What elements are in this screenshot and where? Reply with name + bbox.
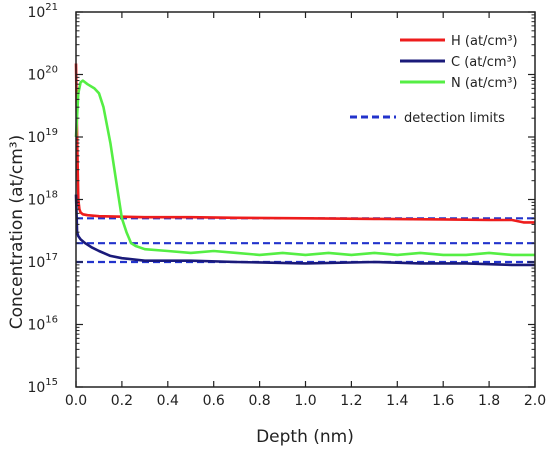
x-tick-label-7: 1.4 bbox=[386, 393, 408, 409]
x-tick-label-0: 0.0 bbox=[65, 393, 87, 409]
legend-label-3: detection limits bbox=[404, 111, 505, 126]
x-tick-label-10: 2.0 bbox=[524, 393, 546, 409]
x-tick-label-3: 0.6 bbox=[203, 393, 225, 409]
series-line-1 bbox=[74, 194, 535, 267]
y-axis-title: Concentration (at/cm³) bbox=[7, 135, 27, 329]
x-tick-label-1: 0.2 bbox=[111, 393, 133, 409]
x-tick-label-6: 1.2 bbox=[340, 393, 362, 409]
y-tick-label-5: 1020 bbox=[27, 65, 58, 84]
x-tick-label-8: 1.6 bbox=[432, 393, 454, 409]
x-tick-label-5: 1.0 bbox=[294, 393, 316, 409]
y-tick-label-0: 1015 bbox=[27, 377, 58, 396]
y-tick-label-4: 1019 bbox=[27, 127, 58, 146]
y-tick-label-1: 1016 bbox=[27, 315, 58, 334]
legend-label-2: N (at/cm³) bbox=[451, 76, 517, 91]
legend-label-1: C (at/cm³) bbox=[451, 55, 517, 70]
series-line-2 bbox=[74, 79, 535, 257]
legend-label-0: H (at/cm³) bbox=[451, 34, 518, 49]
plot-area bbox=[74, 63, 535, 267]
x-axis-title: Depth (nm) bbox=[256, 427, 354, 447]
legend: H (at/cm³) C (at/cm³) N (at/cm³) detection … bbox=[350, 34, 518, 126]
x-tick-label-2: 0.4 bbox=[157, 393, 179, 409]
y-tick-label-2: 1017 bbox=[27, 252, 58, 271]
x-tick-label-9: 1.8 bbox=[478, 393, 500, 409]
y-tick-label-6: 1021 bbox=[27, 2, 58, 21]
x-tick-label-4: 0.8 bbox=[248, 393, 270, 409]
y-tick-label-3: 1018 bbox=[27, 190, 58, 209]
